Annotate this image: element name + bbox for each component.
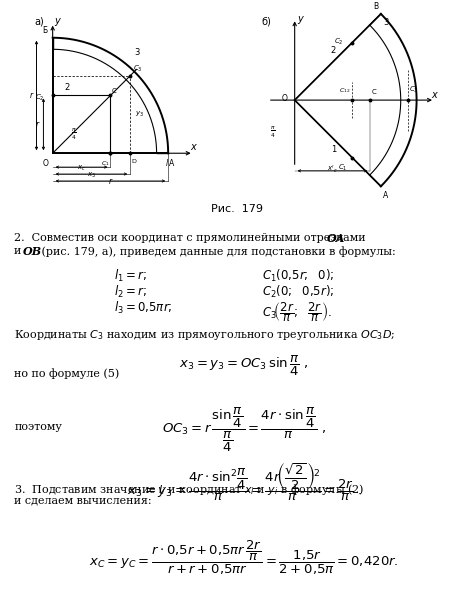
Text: A: A <box>169 159 174 168</box>
Text: б): б) <box>262 17 272 27</box>
Text: $C_3$: $C_3$ <box>133 64 142 75</box>
Text: и сделаем вычисления:: и сделаем вычисления: <box>14 495 152 505</box>
Text: 3.  Подставим значение $l_i$ и координат $x_i$ и $y_i$ в формулы (2): 3. Подставим значение $l_i$ и координат … <box>14 482 365 497</box>
Text: B: B <box>374 2 378 12</box>
Text: $C_2$: $C_2$ <box>35 92 45 103</box>
Text: y: y <box>297 14 303 24</box>
Text: $x_3 = y_3 = OC_3\,\sin\dfrac{\pi}{4}\ ,$: $x_3 = y_3 = OC_3\,\sin\dfrac{\pi}{4}\ ,… <box>179 354 309 378</box>
Text: x: x <box>190 142 196 152</box>
Text: $C_1$: $C_1$ <box>100 159 109 168</box>
Text: r: r <box>30 91 33 100</box>
Text: $C_3$: $C_3$ <box>409 85 419 95</box>
Text: 3: 3 <box>135 49 140 57</box>
Text: $C_{12}$: $C_{12}$ <box>339 86 351 95</box>
Text: O: O <box>282 94 287 103</box>
Text: C: C <box>111 88 116 94</box>
Text: $C_2$: $C_2$ <box>334 36 344 47</box>
Text: $OC_3 = r\,\dfrac{\sin\dfrac{\pi}{4}}{\dfrac{\pi}{4}} = \dfrac{4r\cdot\sin\dfrac: $OC_3 = r\,\dfrac{\sin\dfrac{\pi}{4}}{\d… <box>162 406 326 455</box>
Text: и: и <box>14 246 25 256</box>
Text: $C_3\!\left(\dfrac{2r}{\pi};\ \ \dfrac{2r}{\pi}\right).$: $C_3\!\left(\dfrac{2r}{\pi};\ \ \dfrac{2… <box>262 300 332 323</box>
Text: OA: OA <box>327 233 346 244</box>
Text: D: D <box>131 159 137 164</box>
Text: $x_c$: $x_c$ <box>77 164 86 173</box>
Text: 1: 1 <box>331 145 336 154</box>
Text: $\frac{\pi}{4}$: $\frac{\pi}{4}$ <box>270 125 275 140</box>
Text: $x_3$: $x_3$ <box>87 171 96 180</box>
Text: $l_3 = 0{,}5\pi r;$: $l_3 = 0{,}5\pi r;$ <box>114 300 173 316</box>
Text: но по формуле (5): но по формуле (5) <box>14 368 119 379</box>
Text: 2: 2 <box>64 83 69 92</box>
Text: $l_1 = r;$: $l_1 = r;$ <box>114 268 147 284</box>
Text: (рис. 179, а), приведем данные для подстановки в формулы:: (рис. 179, а), приведем данные для подст… <box>38 246 396 257</box>
Text: $\frac{\pi}{4}$: $\frac{\pi}{4}$ <box>71 128 76 142</box>
Text: l: l <box>166 159 168 168</box>
Text: C: C <box>372 89 376 95</box>
Text: $C_1$: $C_1$ <box>338 163 347 172</box>
Text: $C_2(0;\ \ 0{,}5r);$: $C_2(0;\ \ 0{,}5r);$ <box>262 284 335 300</box>
Text: $y_3$: $y_3$ <box>135 110 144 119</box>
Text: $l_2 = r;$: $l_2 = r;$ <box>114 284 147 300</box>
Text: 2.  Совместив оси координат с прямолинейными отрезками: 2. Совместив оси координат с прямолинейн… <box>14 233 369 243</box>
Text: Координаты $C_3$ находим из прямоугольного треугольника $OC_3D$;: Координаты $C_3$ находим из прямоугольно… <box>14 328 395 342</box>
Text: y: y <box>54 16 60 26</box>
Text: Б: Б <box>42 26 47 36</box>
Text: $x'_c$: $x'_c$ <box>327 163 338 175</box>
Text: A: A <box>383 191 389 200</box>
Text: а): а) <box>34 16 44 26</box>
Text: 2: 2 <box>331 46 336 55</box>
Text: x: x <box>431 90 437 100</box>
Text: 3: 3 <box>383 17 389 26</box>
Text: $C_1(0{,}5r;\ \ 0);$: $C_1(0{,}5r;\ \ 0);$ <box>262 268 335 284</box>
Text: OB: OB <box>23 246 42 257</box>
Text: $x_C = y_C = \dfrac{r\cdot 0{,}5r + 0{,}5\pi r\,\dfrac{2r}{\pi}}{r + r + 0{,}5\p: $x_C = y_C = \dfrac{r\cdot 0{,}5r + 0{,}… <box>89 539 399 577</box>
Text: r: r <box>109 177 112 187</box>
Text: O: O <box>43 159 49 168</box>
Text: r: r <box>36 120 39 129</box>
Text: поэтому: поэтому <box>14 422 62 432</box>
Text: Рис.  179: Рис. 179 <box>211 205 263 214</box>
Text: $x_3 = y_3 = \dfrac{4r\cdot\sin^2\!\dfrac{\pi}{4}}{\pi} = \dfrac{4r\!\left(\dfra: $x_3 = y_3 = \dfrac{4r\cdot\sin^2\!\dfra… <box>127 462 362 503</box>
